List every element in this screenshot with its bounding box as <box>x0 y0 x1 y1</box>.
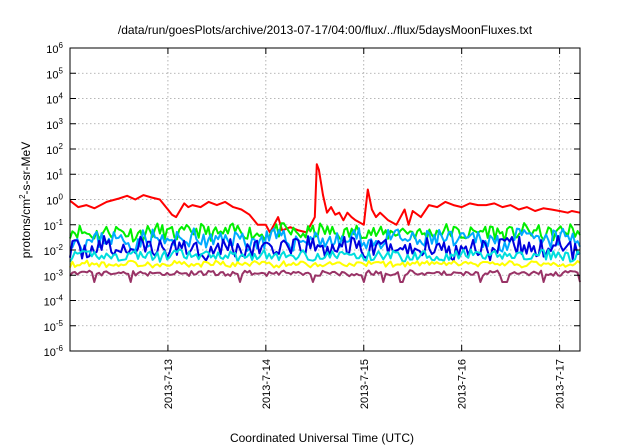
x-tick-labels: 2013-7-13 2013-7-14 2013-7-15 2013-7-16 2013… <box>163 359 567 409</box>
y-tick-label-base: 10 <box>44 347 56 359</box>
series-line-1 <box>69 163 581 234</box>
y-tick-label-exponent: -6 <box>56 344 64 353</box>
y-tick-label-base: 10 <box>44 271 56 283</box>
x-tick-label: 2013-7-16 <box>457 359 469 409</box>
y-tick-label-base: 10 <box>44 322 56 334</box>
y-tick-label: 105 <box>46 66 63 81</box>
y-axis-label-unit: -s-sr-MeV <box>19 142 33 195</box>
y-tick-label-base: 10 <box>46 120 58 132</box>
grid-lines <box>70 48 580 351</box>
y-tick-label-exponent: 5 <box>59 66 64 75</box>
y-tick-label-exponent: 2 <box>59 142 64 151</box>
y-tick-label-exponent: 6 <box>59 41 64 50</box>
axis-ticks <box>70 47 580 352</box>
y-tick-labels: 10-610-510-410-310-210-11001011021031041… <box>44 41 64 359</box>
series-lines <box>69 163 581 283</box>
y-tick-label: 102 <box>46 142 63 157</box>
y-tick-label: 10-5 <box>44 319 64 334</box>
y-tick-label-exponent: -2 <box>56 243 64 252</box>
chart-title: /data/run/goesPlots/archive/2013-07-17/0… <box>118 23 533 37</box>
y-axis-label: protons/cm2-s-sr-MeV <box>18 142 33 258</box>
y-tick-label-exponent: -3 <box>56 268 64 277</box>
y-tick-label-exponent: 3 <box>59 117 64 126</box>
x-tick-label: 2013-7-17 <box>555 359 567 409</box>
x-tick-label: 2013-7-15 <box>359 359 371 409</box>
x-tick-label: 2013-7-14 <box>261 359 273 409</box>
x-tick-label: 2013-7-13 <box>163 359 175 409</box>
y-axis-label-main: protons/cm <box>19 199 33 258</box>
y-tick-label: 10-3 <box>44 268 64 283</box>
series-line-5 <box>69 248 581 263</box>
y-tick-label: 104 <box>46 92 63 107</box>
y-tick-label-exponent: -1 <box>56 218 64 227</box>
y-tick-label: 10-2 <box>44 243 64 258</box>
series-line-3 <box>70 227 581 253</box>
y-tick-label: 103 <box>46 117 63 132</box>
x-axis-label: Coordinated Universal Time (UTC) <box>230 431 414 445</box>
y-tick-label-base: 10 <box>46 44 58 56</box>
y-tick-label-exponent: 0 <box>59 193 64 202</box>
y-tick-label-exponent: 1 <box>59 167 64 176</box>
y-tick-label-base: 10 <box>46 95 58 107</box>
series-line-7 <box>69 269 581 283</box>
y-axis-label-exponent: 2 <box>18 194 27 199</box>
y-tick-label-base: 10 <box>46 69 58 81</box>
y-tick-label: 10-4 <box>44 294 64 309</box>
y-tick-label-base: 10 <box>46 145 58 157</box>
y-tick-label-base: 10 <box>46 196 58 208</box>
y-tick-label: 106 <box>46 41 63 56</box>
series-line-6 <box>69 259 581 269</box>
y-tick-label-base: 10 <box>44 246 56 258</box>
y-tick-label-base: 10 <box>44 297 56 309</box>
series-line-2 <box>69 222 581 243</box>
y-tick-label-base: 10 <box>44 221 56 233</box>
y-tick-label: 10-6 <box>44 344 64 359</box>
y-tick-label-exponent: 4 <box>59 92 64 101</box>
y-tick-label-base: 10 <box>46 170 58 182</box>
y-tick-label-exponent: -5 <box>56 319 64 328</box>
y-tick-label: 101 <box>46 167 63 182</box>
y-tick-label: 100 <box>46 193 63 208</box>
y-tick-label: 10-1 <box>44 218 64 233</box>
y-tick-label-exponent: -4 <box>56 294 64 303</box>
